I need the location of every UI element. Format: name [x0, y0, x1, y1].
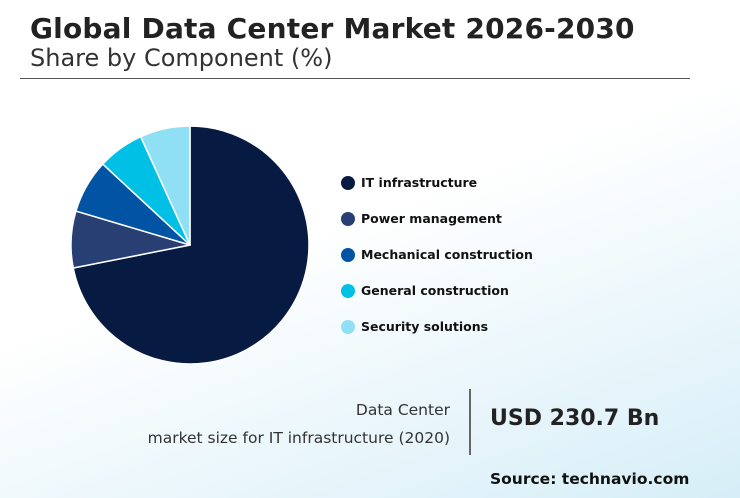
legend-item-mechanical-construction: Mechanical construction: [341, 245, 533, 281]
legend-item-security-solutions: Security solutions: [341, 317, 533, 353]
market-label-line2: market size for IT infrastructure (2020): [147, 429, 450, 447]
legend-swatch: [341, 284, 355, 298]
legend-label: Power management: [361, 211, 502, 226]
header-divider: [20, 78, 690, 79]
legend-item-it-infrastructure: IT infrastructure: [341, 173, 533, 209]
legend-item-power-management: Power management: [341, 209, 533, 245]
legend: IT infrastructure Power management Mecha…: [341, 173, 533, 353]
chart-subtitle: Share by Component (%): [30, 44, 333, 72]
pie-slice-security-solutions: [139, 125, 191, 246]
legend-swatch: [341, 212, 355, 226]
pie-chart: [70, 125, 310, 365]
chart-title: Global Data Center Market 2026-2030: [30, 12, 635, 45]
legend-swatch: [341, 176, 355, 190]
legend-swatch: [341, 320, 355, 334]
legend-swatch: [341, 248, 355, 262]
market-size-value: USD 230.7 Bn: [490, 406, 660, 431]
legend-item-general-construction: General construction: [341, 281, 533, 317]
legend-label: Security solutions: [361, 319, 489, 334]
legend-label: IT infrastructure: [361, 175, 478, 190]
legend-label: General construction: [361, 283, 509, 298]
source-credit: Source: technavio.com: [490, 470, 690, 488]
legend-label: Mechanical construction: [361, 247, 533, 262]
market-divider: [469, 389, 471, 455]
market-label-line1: Data Center: [355, 401, 450, 419]
pie-slice-it-infrastructure: [72, 125, 310, 365]
